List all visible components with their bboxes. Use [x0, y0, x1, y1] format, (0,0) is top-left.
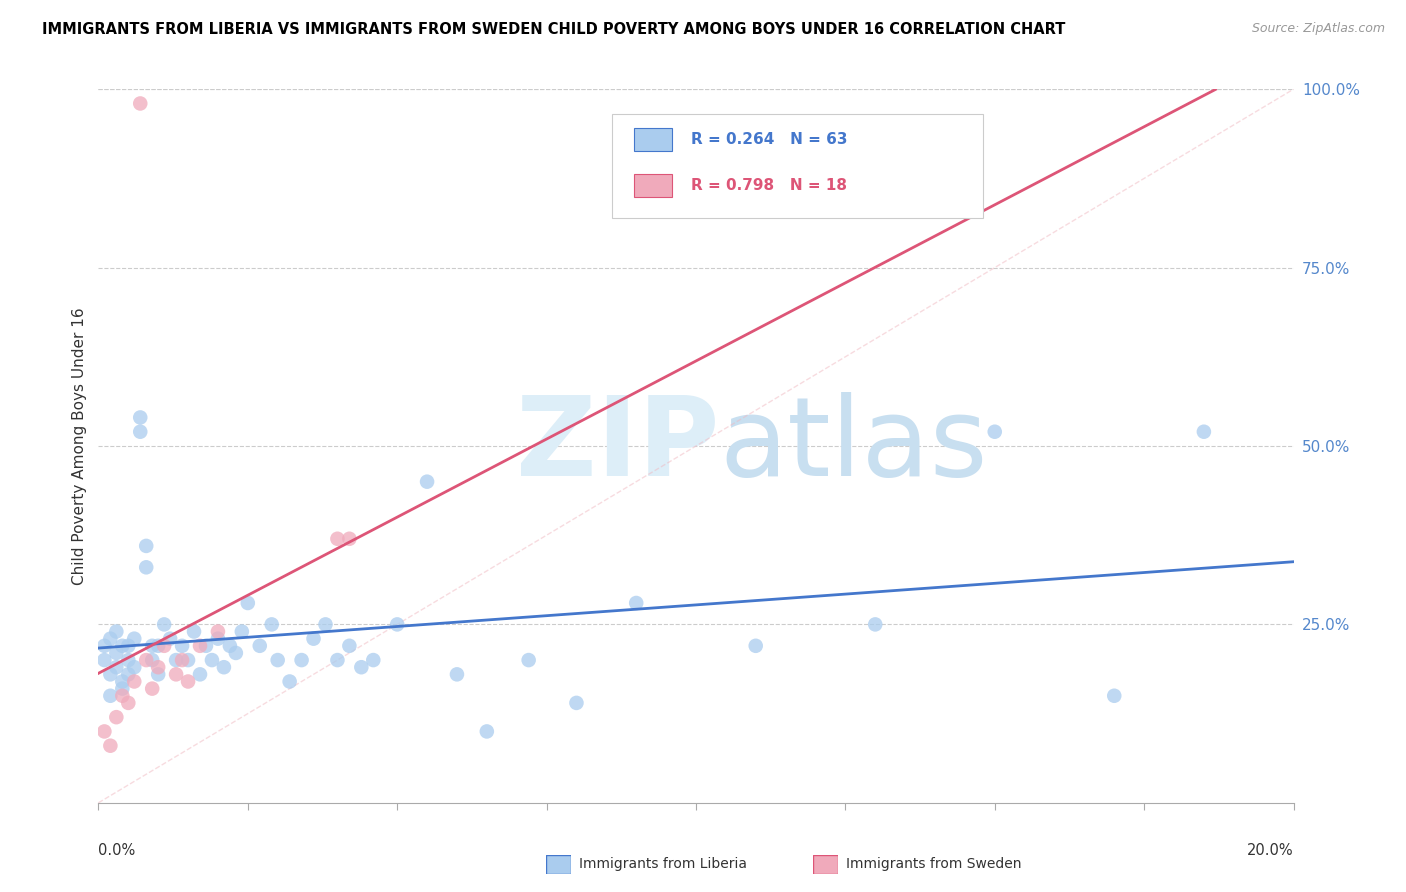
Text: ZIP: ZIP	[516, 392, 720, 500]
Point	[148, 660, 170, 674]
Text: R = 0.264   N = 63: R = 0.264 N = 63	[692, 132, 848, 146]
Text: R = 0.798   N = 18: R = 0.798 N = 18	[692, 178, 848, 193]
Point	[225, 646, 247, 660]
Point	[326, 532, 349, 546]
Point	[129, 410, 152, 425]
Point	[315, 617, 337, 632]
Y-axis label: Child Poverty Among Boys Under 16: Child Poverty Among Boys Under 16	[72, 307, 87, 585]
Point	[188, 667, 211, 681]
FancyBboxPatch shape	[634, 174, 672, 197]
Point	[363, 653, 385, 667]
Point	[278, 674, 301, 689]
Point	[446, 667, 468, 681]
Point	[865, 617, 887, 632]
Point	[117, 696, 139, 710]
Point	[212, 660, 235, 674]
Point	[291, 653, 314, 667]
Point	[100, 632, 122, 646]
Point	[93, 724, 115, 739]
Point	[1104, 689, 1126, 703]
Text: Immigrants from Liberia: Immigrants from Liberia	[579, 857, 747, 871]
Text: 20.0%: 20.0%	[1247, 843, 1294, 858]
Point	[111, 689, 134, 703]
Point	[183, 624, 205, 639]
Point	[153, 617, 176, 632]
Point	[236, 596, 259, 610]
Point	[105, 710, 128, 724]
Text: Source: ZipAtlas.com: Source: ZipAtlas.com	[1251, 22, 1385, 36]
Point	[135, 653, 157, 667]
Point	[565, 696, 588, 710]
Point	[195, 639, 218, 653]
Point	[172, 653, 194, 667]
Point	[100, 739, 122, 753]
Point	[165, 653, 187, 667]
Point	[100, 689, 122, 703]
Point	[135, 539, 157, 553]
Point	[117, 667, 139, 681]
Point	[339, 639, 360, 653]
Point	[105, 624, 128, 639]
Point	[148, 667, 170, 681]
Point	[177, 653, 200, 667]
Point	[141, 681, 163, 696]
Point	[165, 667, 187, 681]
Point	[517, 653, 540, 667]
Point	[100, 667, 122, 681]
Point	[159, 632, 181, 646]
Point	[129, 425, 152, 439]
Point	[475, 724, 498, 739]
Point	[111, 681, 134, 696]
Point	[207, 632, 229, 646]
Point	[135, 560, 157, 574]
Point	[416, 475, 439, 489]
Point	[153, 639, 176, 653]
Point	[177, 674, 200, 689]
Point	[1192, 425, 1215, 439]
Point	[93, 639, 115, 653]
Point	[249, 639, 271, 653]
Point	[172, 639, 194, 653]
Point	[350, 660, 373, 674]
Point	[326, 653, 349, 667]
Point	[117, 653, 139, 667]
Point	[201, 653, 224, 667]
Point	[105, 660, 128, 674]
Point	[260, 617, 283, 632]
Point	[105, 646, 128, 660]
Point	[207, 624, 229, 639]
Point	[745, 639, 768, 653]
Point	[385, 617, 409, 632]
Text: Immigrants from Sweden: Immigrants from Sweden	[846, 857, 1022, 871]
Point	[302, 632, 325, 646]
Point	[219, 639, 242, 653]
Point	[124, 674, 146, 689]
Point	[129, 96, 152, 111]
Point	[267, 653, 290, 667]
Point	[141, 653, 163, 667]
Text: 0.0%: 0.0%	[98, 843, 135, 858]
Point	[626, 596, 648, 610]
Point	[124, 660, 146, 674]
Point	[93, 653, 115, 667]
Point	[124, 632, 146, 646]
Point	[231, 624, 253, 639]
Point	[141, 639, 163, 653]
FancyBboxPatch shape	[634, 128, 672, 151]
Point	[339, 532, 360, 546]
Point	[984, 425, 1007, 439]
FancyBboxPatch shape	[613, 114, 983, 218]
Point	[117, 639, 139, 653]
Point	[111, 674, 134, 689]
Text: atlas: atlas	[720, 392, 988, 500]
Point	[148, 639, 170, 653]
Point	[188, 639, 211, 653]
Point	[111, 639, 134, 653]
Text: IMMIGRANTS FROM LIBERIA VS IMMIGRANTS FROM SWEDEN CHILD POVERTY AMONG BOYS UNDER: IMMIGRANTS FROM LIBERIA VS IMMIGRANTS FR…	[42, 22, 1066, 37]
